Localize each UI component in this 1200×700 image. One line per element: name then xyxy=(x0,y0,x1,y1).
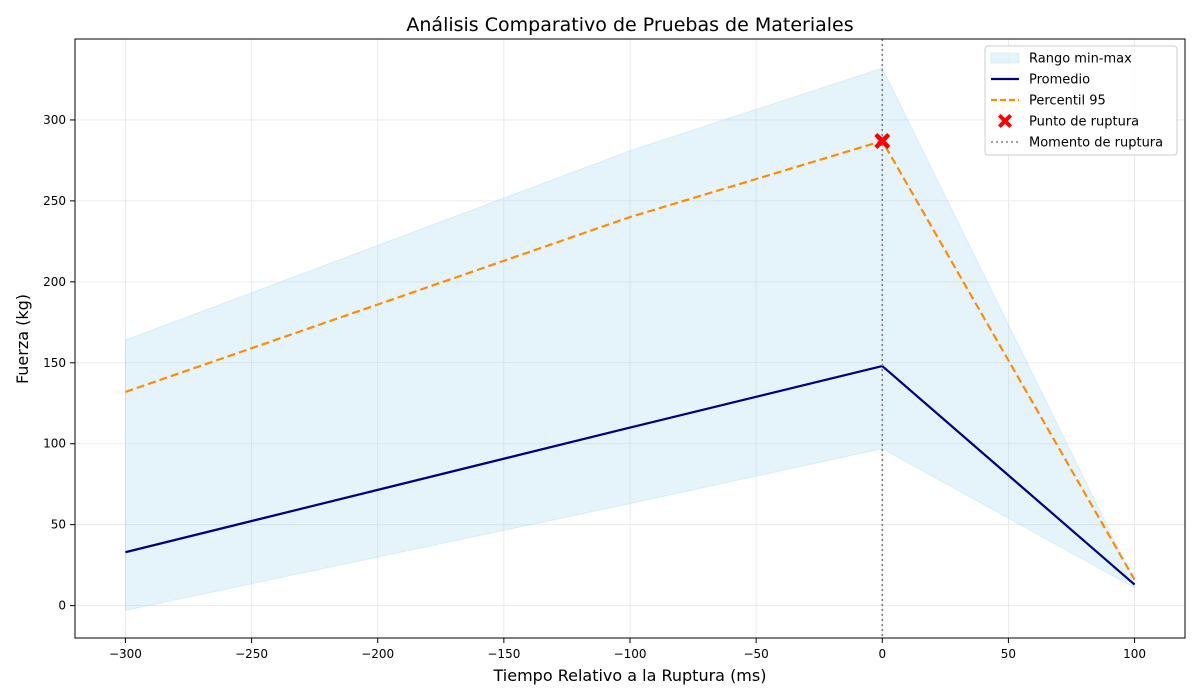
legend-swatch-band xyxy=(990,52,1020,64)
x-tick-label: 100 xyxy=(1123,647,1146,661)
y-tick-label: 50 xyxy=(51,518,66,532)
legend-label: Punto de ruptura xyxy=(1029,115,1139,130)
y-tick-label: 300 xyxy=(43,113,66,127)
band-min-max xyxy=(124,67,1136,612)
legend-label: Rango min-max xyxy=(1029,52,1132,67)
y-tick-label: 0 xyxy=(58,599,66,613)
legend: Rango min-max Promedio Percentil 95 Punto d… xyxy=(984,45,1178,156)
legend-label: Promedio xyxy=(1029,73,1090,88)
plot-area xyxy=(124,39,1136,638)
x-tick-label: 50 xyxy=(1001,647,1016,661)
x-tick-label: 0 xyxy=(878,647,886,661)
x-axis-label: Tiempo Relativo a la Ruptura (ms) xyxy=(493,666,767,685)
y-axis-label: Fuerza (kg) xyxy=(13,294,32,384)
legend-label: Momento de ruptura xyxy=(1029,136,1163,151)
x-tick-label: −200 xyxy=(361,647,394,661)
series-line-1 xyxy=(125,139,1136,581)
legend-label: Percentil 95 xyxy=(1029,94,1106,109)
x-tick-label: −50 xyxy=(743,647,768,661)
grid xyxy=(75,39,1185,638)
legend-box xyxy=(984,45,1178,156)
x-tick-label: −100 xyxy=(614,647,647,661)
y-tick-label: 150 xyxy=(43,356,66,370)
series-line-0 xyxy=(125,364,1136,586)
y-tick-label: 200 xyxy=(43,275,66,289)
chart-title: Análisis Comparativo de Pruebas de Mater… xyxy=(406,14,853,36)
y-tick-label: 100 xyxy=(43,437,66,451)
marker-ruptura xyxy=(874,132,891,149)
legend-swatch-marker xyxy=(998,114,1012,128)
x-tick-label: −250 xyxy=(235,647,268,661)
x-tick-label: −150 xyxy=(487,647,520,661)
y-tick-label: 250 xyxy=(43,194,66,208)
axes: −300 −250 −200 −150 −100 −50 0 50 100 0 50 100 150 20… xyxy=(43,38,1186,661)
x-tick-label: −300 xyxy=(109,647,142,661)
